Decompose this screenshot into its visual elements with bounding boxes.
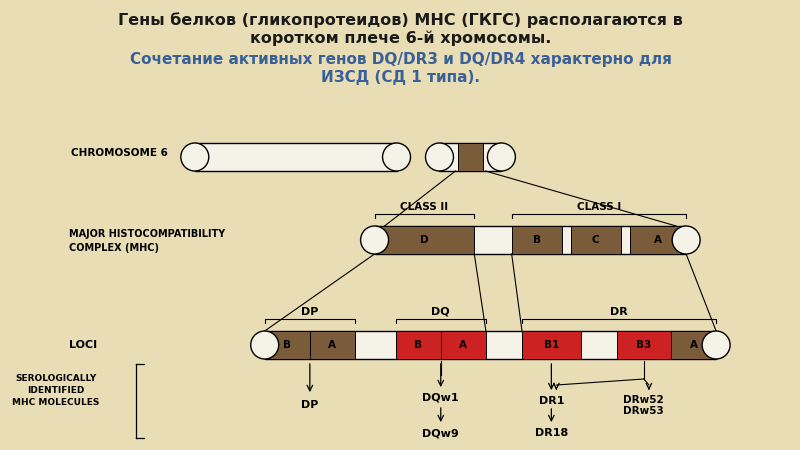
Text: A: A — [654, 235, 662, 245]
Text: DR: DR — [610, 307, 628, 317]
Ellipse shape — [672, 226, 700, 254]
Text: DR18: DR18 — [534, 428, 568, 438]
FancyBboxPatch shape — [439, 143, 502, 171]
Text: CHROMOSOME 6: CHROMOSOME 6 — [71, 148, 168, 158]
Text: DR1: DR1 — [538, 396, 564, 406]
Text: MHC MOLECULES: MHC MOLECULES — [12, 398, 100, 407]
Text: A: A — [690, 340, 698, 350]
Text: DQ: DQ — [431, 307, 450, 317]
Text: IDENTIFIED: IDENTIFIED — [27, 386, 85, 395]
Ellipse shape — [181, 143, 209, 171]
Text: C: C — [592, 235, 600, 245]
Ellipse shape — [250, 331, 278, 359]
FancyBboxPatch shape — [571, 226, 621, 254]
FancyBboxPatch shape — [441, 331, 486, 359]
Text: Сочетание активных генов DQ/DR3 и DQ/DR4 характерно для: Сочетание активных генов DQ/DR3 и DQ/DR4… — [130, 52, 671, 67]
FancyBboxPatch shape — [458, 143, 483, 171]
Text: коротком плече 6-й хромосомы.: коротком плече 6-й хромосомы. — [250, 30, 551, 45]
Text: B1: B1 — [544, 340, 559, 350]
Text: DQw1: DQw1 — [422, 393, 459, 403]
Text: CLASS I: CLASS I — [577, 202, 621, 212]
Text: DQw9: DQw9 — [422, 428, 459, 438]
Ellipse shape — [361, 226, 389, 254]
FancyBboxPatch shape — [265, 331, 716, 359]
FancyBboxPatch shape — [522, 331, 581, 359]
Text: LOCI: LOCI — [69, 340, 97, 350]
Ellipse shape — [487, 143, 515, 171]
Text: DRw52: DRw52 — [622, 395, 663, 405]
Text: DP: DP — [301, 307, 318, 317]
Text: CLASS II: CLASS II — [400, 202, 449, 212]
Ellipse shape — [382, 143, 410, 171]
FancyBboxPatch shape — [310, 331, 355, 359]
Text: D: D — [420, 235, 429, 245]
Ellipse shape — [426, 143, 454, 171]
FancyBboxPatch shape — [617, 331, 671, 359]
Text: B: B — [414, 340, 422, 350]
Text: Гены белков (гликопротеидов) МНС (ГКГС) располагаются в: Гены белков (гликопротеидов) МНС (ГКГС) … — [118, 12, 683, 28]
Text: COMPLEX (MHC): COMPLEX (MHC) — [69, 243, 159, 253]
FancyBboxPatch shape — [671, 331, 716, 359]
Text: A: A — [329, 340, 337, 350]
Text: DRw53: DRw53 — [622, 406, 663, 416]
FancyBboxPatch shape — [396, 331, 441, 359]
Text: B: B — [533, 235, 541, 245]
FancyBboxPatch shape — [512, 226, 562, 254]
Text: ИЗСД (СД 1 типа).: ИЗСД (СД 1 типа). — [321, 70, 480, 85]
Text: B: B — [283, 340, 291, 350]
FancyBboxPatch shape — [195, 143, 397, 171]
FancyBboxPatch shape — [265, 331, 310, 359]
FancyBboxPatch shape — [630, 226, 686, 254]
FancyBboxPatch shape — [374, 226, 474, 254]
Text: SEROLOGICALLY: SEROLOGICALLY — [15, 374, 97, 383]
Text: A: A — [459, 340, 467, 350]
Text: DP: DP — [301, 400, 318, 410]
FancyBboxPatch shape — [374, 226, 686, 254]
Text: MAJOR HISTOCOMPATIBILITY: MAJOR HISTOCOMPATIBILITY — [69, 229, 226, 239]
Ellipse shape — [702, 331, 730, 359]
Text: B3: B3 — [636, 340, 651, 350]
